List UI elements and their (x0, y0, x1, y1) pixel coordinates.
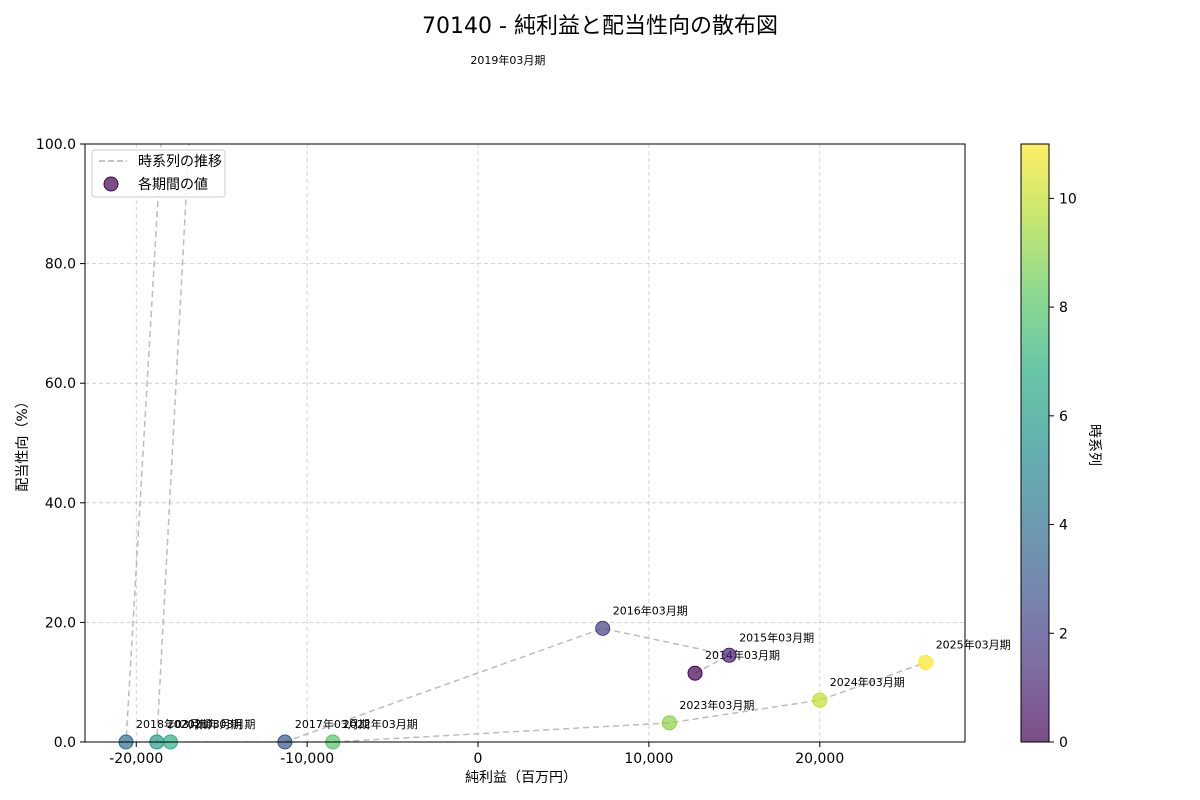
legend-line-label: 時系列の推移 (138, 154, 222, 170)
x-tick-label: -10,000 (280, 751, 334, 767)
y-axis-label: 配当性向（%） (15, 394, 31, 491)
x-tick-label: -20,000 (109, 751, 163, 767)
y-tick-label: 40.0 (45, 496, 76, 512)
y-tick-label: 60.0 (45, 376, 76, 392)
data-point (812, 692, 828, 708)
point-label: 2025年03月期 (936, 637, 1011, 651)
colorbar-tick-label: 6 (1059, 409, 1068, 425)
colorbar-frame (1020, 143, 1050, 743)
chart-title: 70140 - 純利益と配当性向の散布図 (422, 14, 778, 39)
plot-background (85, 144, 965, 742)
point-label: 2018年03月期 (136, 717, 211, 731)
x-tick-label: 20,000 (795, 751, 844, 767)
point-label: 2017年03月期 (295, 717, 370, 731)
legend-points-label: 各期間の値 (138, 177, 208, 193)
x-tick-label: 0 (474, 751, 483, 767)
colorbar-tick-label: 10 (1059, 191, 1077, 207)
point-label: 2021年03月期 (180, 717, 255, 731)
data-point (661, 715, 677, 731)
point-label: 2014年03月期 (705, 648, 780, 662)
point-label: 2022年03月期 (343, 717, 418, 731)
point-label: 2019年03月期 (470, 53, 545, 67)
plot-area: -20,000 -10,000 0 10,000 20,000 0.0 20.0 40.0 60… (36, 137, 1011, 767)
legend-box (91, 149, 226, 198)
colorbar-label: 時系列 (1086, 424, 1102, 466)
point-label: 2023年03月期 (679, 698, 754, 712)
colorbar-fill (1021, 144, 1049, 742)
y-tick-label: 80.0 (45, 257, 76, 273)
x-axis-label: 純利益（百万円） (465, 770, 577, 786)
colorbar-tick-label: 2 (1059, 626, 1068, 642)
point-label: 2024年03月期 (830, 675, 905, 689)
colorbar: 0 2 4 6 8 10 (1020, 143, 1077, 751)
data-point (595, 620, 611, 636)
point-label: 2015年03月期 (739, 630, 814, 644)
y-tick-label: 20.0 (45, 615, 76, 631)
data-point (721, 647, 737, 663)
point-label: 2016年03月期 (613, 603, 688, 617)
colorbar-tick-label: 8 (1059, 300, 1068, 316)
y-tick-label: 100.0 (36, 137, 76, 153)
point-label: 2020年03月期 (167, 717, 242, 731)
data-point (687, 665, 703, 681)
legend-point-swatch (103, 176, 119, 192)
x-tick-label: 10,000 (624, 751, 673, 767)
colorbar-tick-label: 4 (1059, 518, 1068, 534)
data-point (918, 654, 934, 670)
legend: 時系列の推移 各期間の値 (91, 149, 226, 198)
colorbar-tick-label: 0 (1059, 735, 1068, 751)
y-tick-label: 0.0 (54, 735, 76, 751)
trend-line (125, 144, 926, 742)
plot-frame (84, 143, 966, 743)
